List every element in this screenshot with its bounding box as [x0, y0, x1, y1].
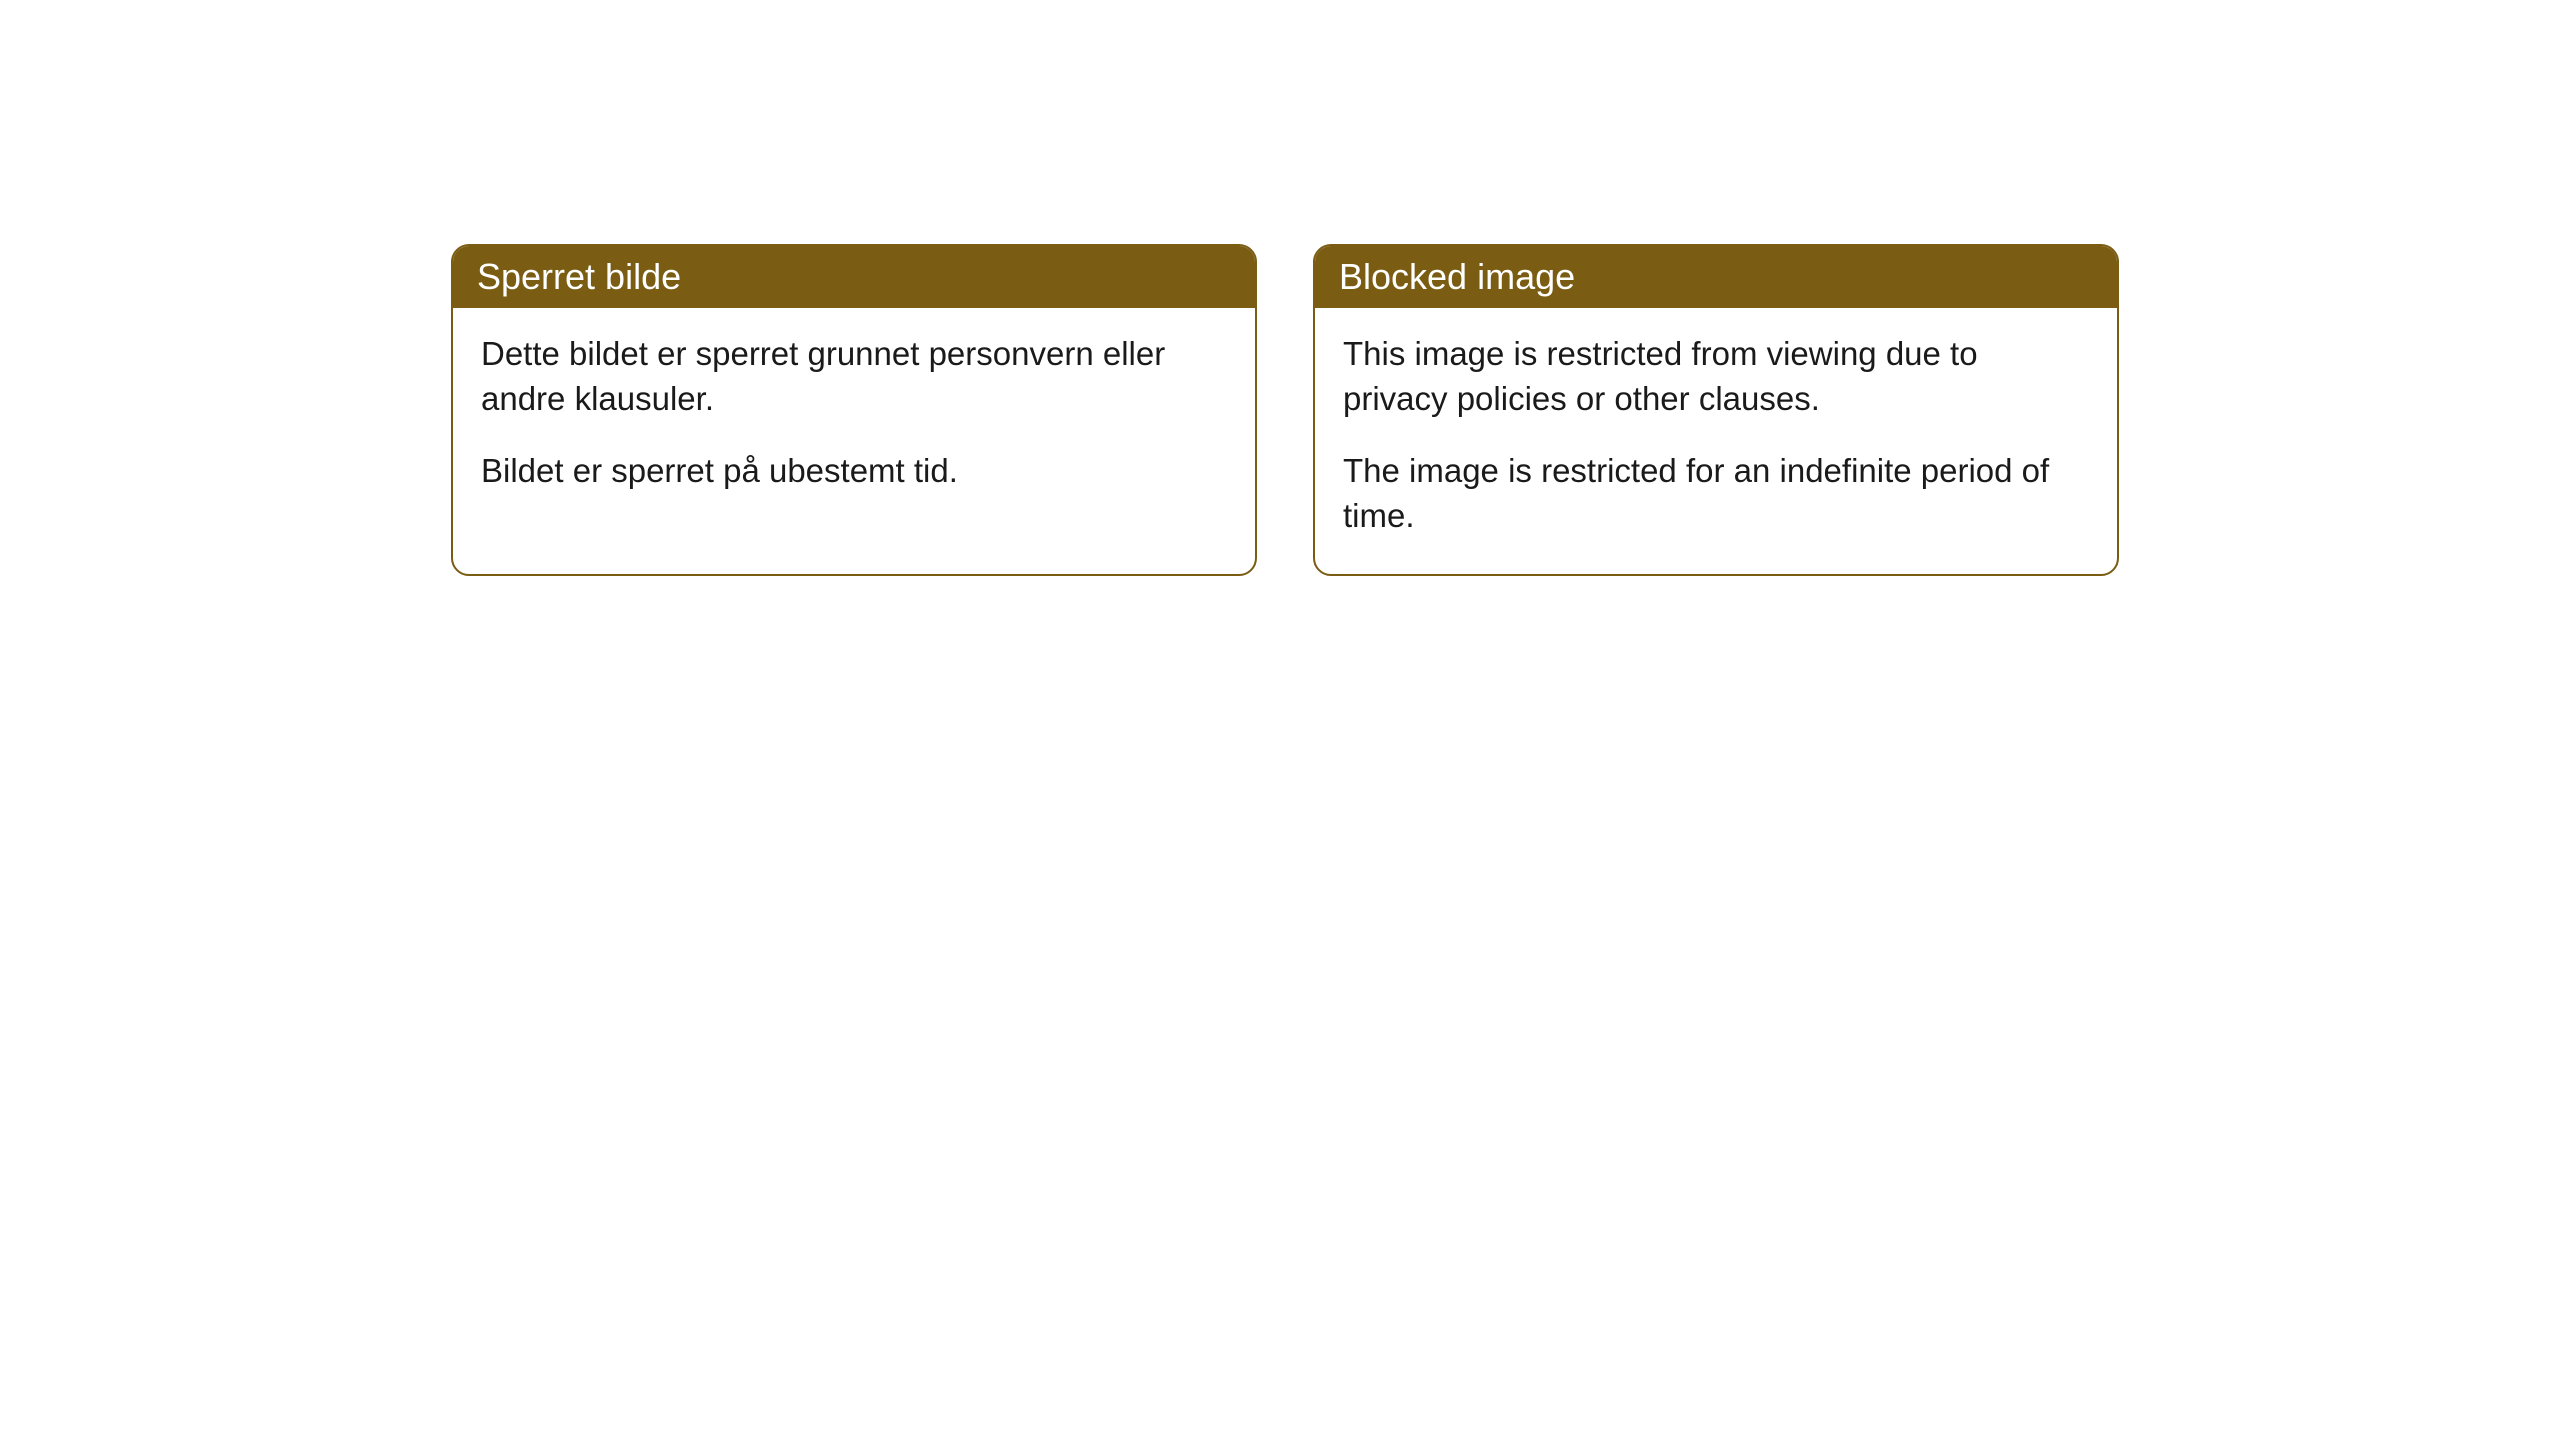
card-header-norwegian: Sperret bilde — [453, 246, 1255, 308]
card-paragraph-1-norwegian: Dette bildet er sperret grunnet personve… — [481, 332, 1227, 421]
notice-cards-container: Sperret bilde Dette bildet er sperret gr… — [451, 244, 2119, 576]
card-title-english: Blocked image — [1339, 256, 1575, 297]
card-title-norwegian: Sperret bilde — [477, 256, 681, 297]
card-paragraph-2-norwegian: Bildet er sperret på ubestemt tid. — [481, 449, 1227, 494]
notice-card-english: Blocked image This image is restricted f… — [1313, 244, 2119, 576]
card-header-english: Blocked image — [1315, 246, 2117, 308]
card-body-english: This image is restricted from viewing du… — [1315, 308, 2117, 574]
card-paragraph-1-english: This image is restricted from viewing du… — [1343, 332, 2089, 421]
card-paragraph-2-english: The image is restricted for an indefinit… — [1343, 449, 2089, 538]
card-body-norwegian: Dette bildet er sperret grunnet personve… — [453, 308, 1255, 530]
notice-card-norwegian: Sperret bilde Dette bildet er sperret gr… — [451, 244, 1257, 576]
